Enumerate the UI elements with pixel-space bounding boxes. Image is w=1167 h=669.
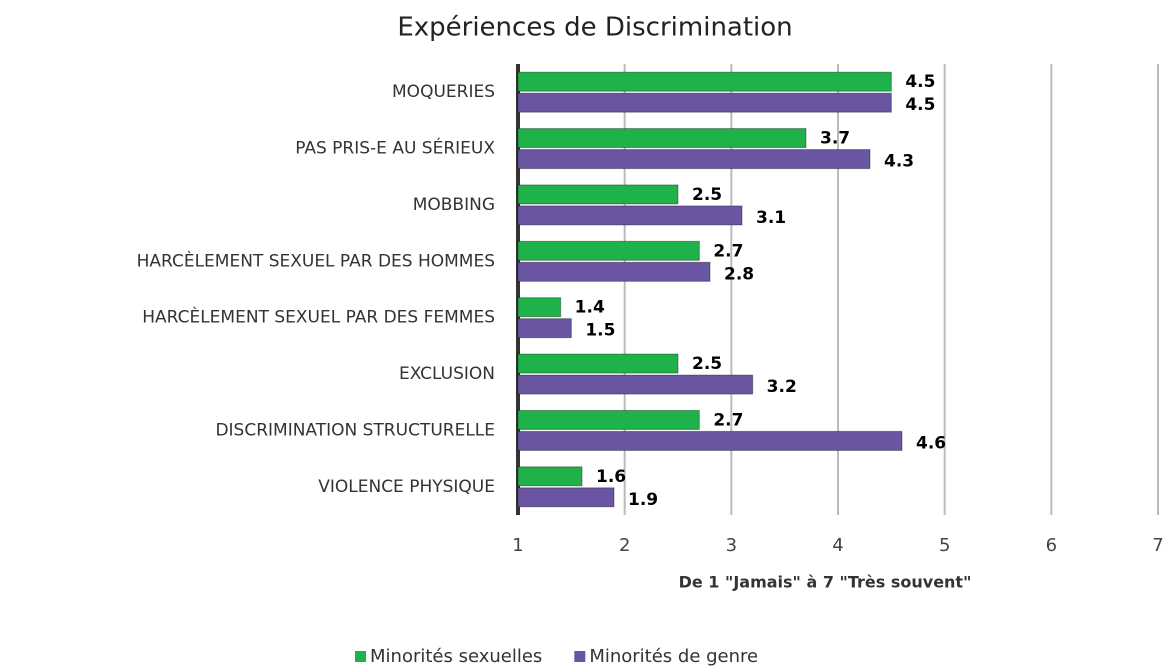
legend-swatch (355, 651, 366, 662)
value-label: 4.5 (905, 72, 935, 92)
y-tick-label: MOBBING (413, 195, 495, 215)
x-tick-label: 7 (1152, 535, 1163, 556)
bar (517, 353, 679, 374)
bar (517, 409, 700, 430)
y-tick-label: EXCLUSION (399, 364, 495, 384)
chart-title: Expériences de Discrimination (397, 13, 792, 43)
y-tick-label: PAS PRIS-E AU SÉRIEUX (295, 137, 495, 159)
value-label: 4.5 (905, 95, 935, 115)
value-label: 2.5 (692, 185, 722, 205)
value-label: 3.7 (820, 129, 850, 149)
x-tick-label: 5 (939, 535, 950, 556)
bar (517, 261, 711, 282)
value-label: 2.7 (713, 241, 743, 261)
bar (517, 149, 871, 170)
value-label: 4.3 (884, 152, 914, 172)
legend-label: Minorités de genre (589, 646, 758, 667)
value-label: 1.5 (585, 321, 615, 341)
value-label: 1.6 (596, 467, 626, 487)
bar (517, 184, 679, 205)
x-tick-label: 6 (1046, 535, 1057, 556)
bar (517, 128, 807, 149)
x-tick-label: 2 (619, 535, 630, 556)
x-tick-label: 3 (726, 535, 737, 556)
bar (517, 487, 615, 508)
value-label: 1.9 (628, 490, 658, 510)
bar (517, 318, 572, 339)
value-label: 1.4 (575, 298, 605, 318)
bar (517, 240, 700, 261)
value-label: 3.1 (756, 208, 786, 228)
legend-label: Minorités sexuelles (370, 646, 542, 667)
bar (517, 205, 743, 226)
bar (517, 297, 562, 318)
value-label: 2.5 (692, 354, 722, 374)
bar (517, 71, 892, 92)
y-tick-label: MOQUERIES (392, 82, 495, 102)
value-label: 4.6 (916, 433, 946, 453)
y-tick-label: HARCÈLEMENT SEXUEL PAR DES HOMMES (137, 249, 495, 271)
x-tick-label: 1 (512, 535, 523, 556)
y-tick-label: VIOLENCE PHYSIQUE (318, 477, 495, 497)
value-label: 2.7 (713, 410, 743, 430)
bar (517, 92, 892, 113)
y-tick-label: DISCRIMINATION STRUCTURELLE (215, 420, 495, 440)
bar (517, 430, 903, 451)
value-label: 2.8 (724, 264, 754, 284)
legend-swatch (574, 651, 586, 662)
bar (517, 466, 583, 487)
value-label: 3.2 (767, 377, 797, 397)
bar (517, 374, 754, 395)
x-axis-title: De 1 "Jamais" à 7 "Très souvent" (679, 573, 972, 592)
y-tick-label: HARCÈLEMENT SEXUEL PAR DES FEMMES (142, 306, 495, 328)
x-tick-label: 4 (832, 535, 843, 556)
